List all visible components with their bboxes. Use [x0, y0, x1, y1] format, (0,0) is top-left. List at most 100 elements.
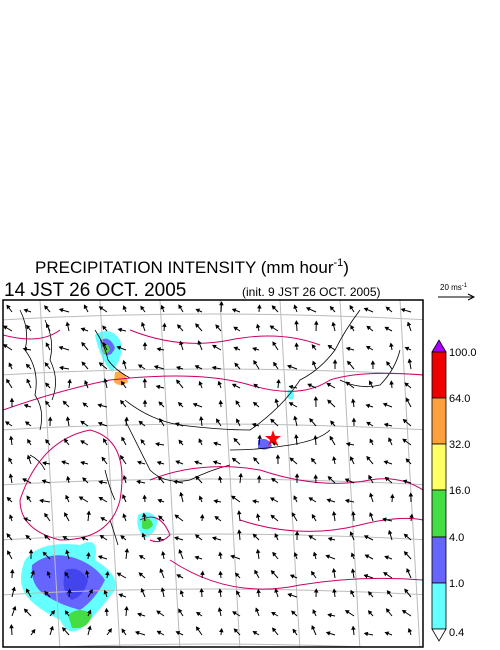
colorbar-label: 0.4 — [449, 627, 464, 639]
wind-vector — [124, 548, 130, 560]
wind-head — [294, 530, 300, 536]
wind-vector — [327, 613, 336, 618]
wind-head — [87, 609, 92, 615]
wind-vector — [64, 571, 70, 579]
wind-head — [273, 361, 278, 367]
wind-head — [390, 493, 395, 499]
wind-vector — [194, 555, 203, 561]
wind-vector — [23, 403, 32, 409]
wind-head — [351, 398, 356, 403]
wind-vector — [233, 437, 241, 446]
wind-vector — [325, 554, 336, 560]
colorbar-label: 32.0 — [449, 439, 470, 451]
wind-head — [365, 403, 371, 409]
wind-head — [98, 480, 103, 485]
wind-head — [345, 441, 351, 447]
wind-vector — [407, 358, 413, 370]
wind-head — [327, 475, 333, 481]
parallel — [3, 423, 423, 431]
wind-vector — [308, 535, 317, 541]
wind-vector — [98, 306, 108, 313]
wind-vector — [97, 555, 108, 560]
wind-vector — [367, 591, 374, 598]
wind-head — [23, 608, 29, 614]
wind-head — [293, 415, 298, 421]
wind-vector — [158, 401, 165, 408]
wind-head — [194, 460, 199, 465]
wind-vector — [272, 627, 279, 636]
wind-vector — [121, 436, 127, 446]
wind-head — [8, 457, 13, 462]
wind-vector — [312, 551, 318, 560]
wind-head — [97, 421, 103, 427]
wind-vector — [308, 497, 317, 503]
wind-head — [383, 422, 389, 428]
wind-vector — [160, 587, 166, 598]
wind-head — [137, 364, 143, 369]
wind-vector — [369, 438, 374, 446]
wind-head — [45, 323, 51, 329]
wind-vector — [138, 420, 146, 427]
wind-head — [118, 593, 124, 598]
wind-vector — [235, 400, 241, 408]
wind-vector — [326, 383, 336, 389]
wind-head — [363, 631, 369, 637]
wind-head — [291, 610, 296, 616]
wind-head — [122, 474, 128, 480]
wind-head — [363, 574, 369, 579]
wind-vector — [211, 365, 222, 371]
wind-head — [404, 346, 410, 351]
wind-vector — [42, 551, 51, 560]
wind-vector — [256, 588, 261, 598]
valid-time: 14 JST 26 OCT. 2005 — [4, 280, 186, 301]
wind-vector — [255, 548, 261, 560]
wind-head — [174, 514, 180, 519]
wind-vector — [162, 322, 167, 332]
wind-vector — [25, 363, 32, 370]
wind-head — [175, 365, 181, 371]
wind-head — [62, 627, 67, 632]
wind-head — [313, 396, 319, 401]
wind-head — [82, 402, 88, 407]
wind-head — [107, 628, 112, 633]
parallel — [50, 643, 378, 647]
wind-scale-arrow — [438, 293, 476, 301]
wind-vector — [155, 384, 165, 390]
wind-vector — [9, 624, 14, 636]
wind-vector — [294, 473, 300, 484]
wind-head — [233, 437, 238, 443]
wind-vector — [196, 611, 203, 617]
wind-head — [294, 342, 299, 347]
wind-vector — [231, 383, 241, 389]
wind-vector — [272, 341, 279, 351]
wind-head — [25, 588, 31, 594]
wind-head — [44, 305, 49, 310]
wind-vector — [45, 400, 51, 408]
wind-vector — [350, 568, 356, 579]
wind-vector — [384, 555, 393, 560]
wind-vector — [142, 341, 148, 351]
wind-head — [289, 457, 295, 462]
wind-head — [99, 534, 105, 540]
wind-vector — [8, 457, 13, 465]
wind-head — [122, 305, 127, 310]
wind-head — [116, 345, 122, 351]
wind-vector — [257, 304, 262, 313]
wind-head — [270, 570, 276, 575]
wind-head — [276, 378, 281, 384]
wind-head — [402, 418, 408, 424]
wind-head — [345, 381, 351, 386]
wind-head — [312, 551, 318, 557]
wind-vector — [65, 321, 71, 332]
wind-vector — [293, 552, 299, 560]
wind-vector — [116, 345, 127, 351]
wind-head — [6, 496, 12, 502]
wind-vector — [274, 588, 279, 598]
wind-head — [370, 360, 376, 365]
wind-vector — [366, 325, 374, 332]
wind-head — [236, 590, 241, 596]
wind-vector — [330, 420, 336, 427]
wind-head — [120, 380, 126, 386]
wind-head — [405, 397, 410, 403]
wind-head — [97, 403, 102, 408]
